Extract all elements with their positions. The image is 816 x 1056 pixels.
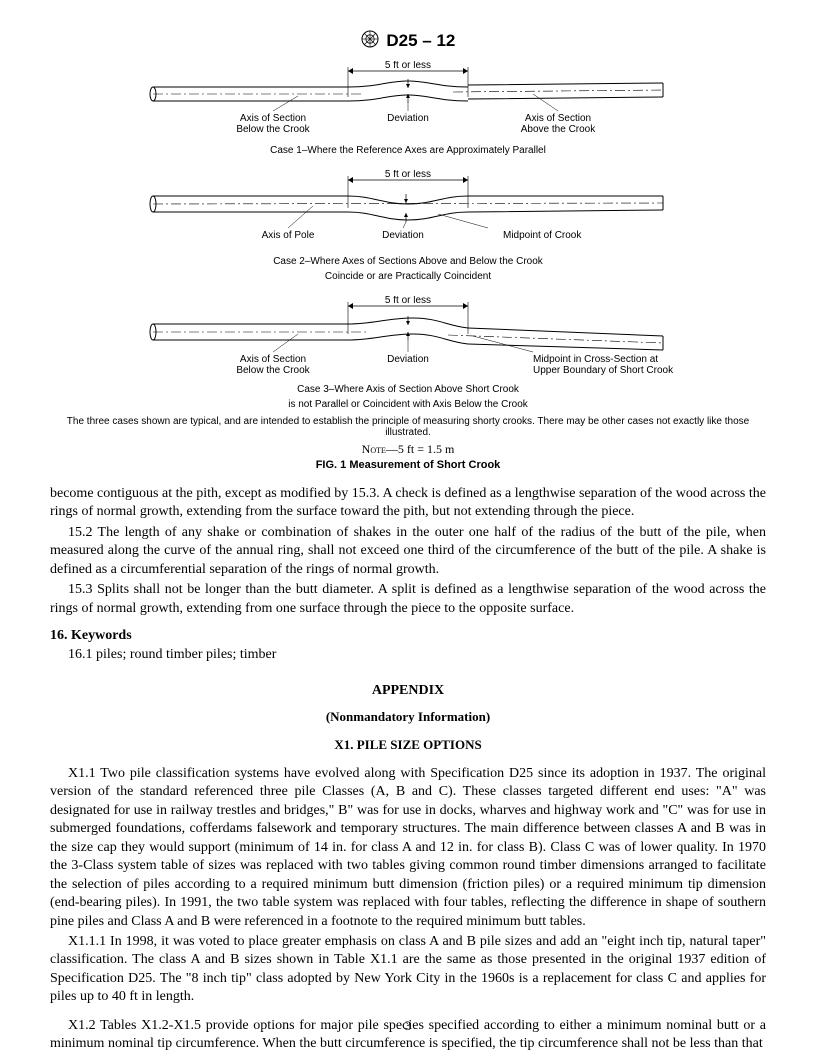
page-header: D25 – 12 — [50, 30, 766, 53]
case3-caption-2: is not Parallel or Coincident with Axis … — [50, 399, 766, 410]
c1-center: Deviation — [387, 113, 429, 124]
x1-heading: X1. PILE SIZE OPTIONS — [50, 737, 766, 753]
note-text: —5 ft = 1.5 m — [386, 442, 454, 456]
case3-diagram: 5 ft or less Axis of Section Below the C… — [138, 296, 678, 380]
c3-right2: Upper Boundary of Short Crook — [533, 365, 674, 376]
unit-note: Note—5 ft = 1.5 m — [50, 442, 766, 457]
c3-right1: Midpoint in Cross-Section at — [533, 354, 658, 365]
c3-left1: Axis of Section — [240, 354, 306, 365]
c2-center: Deviation — [382, 230, 424, 241]
case1-caption: Case 1–Where the Reference Axes are Appr… — [50, 145, 766, 156]
figure-note: The three cases shown are typical, and a… — [50, 416, 766, 438]
c1-right1: Axis of Section — [525, 113, 591, 124]
dim-label: 5 ft or less — [385, 61, 431, 71]
para-15-3: 15.3 Splits shall not be longer than the… — [50, 581, 766, 618]
c1-left1: Axis of Section — [240, 113, 306, 124]
para-x1-1: X1.1 Two pile classification systems hav… — [50, 765, 766, 931]
appendix-heading: APPENDIX — [50, 683, 766, 699]
c3-dim: 5 ft or less — [385, 296, 431, 306]
case1-diagram: 5 ft or less Axis of Section Below the C… — [138, 61, 678, 141]
figure-1: 5 ft or less Axis of Section Below the C… — [50, 61, 766, 471]
nonmandatory-heading: (Nonmandatory Information) — [50, 709, 766, 725]
case3-caption-1: Case 3–Where Axis of Section Above Short… — [50, 384, 766, 395]
keywords-body: 16.1 piles; round timber piles; timber — [50, 646, 766, 664]
c2-left: Axis of Pole — [262, 230, 315, 241]
case2-caption-1: Case 2–Where Axes of Sections Above and … — [50, 256, 766, 267]
c1-right2: Above the Crook — [521, 124, 596, 135]
c3-center: Deviation — [387, 354, 429, 365]
c3-left2: Below the Crook — [236, 365, 310, 376]
para-x1-1-1: X1.1.1 In 1998, it was voted to place gr… — [50, 933, 766, 1007]
para-15-1-cont: become contiguous at the pith, except as… — [50, 485, 766, 522]
c1-left2: Below the Crook — [236, 124, 310, 135]
c2-dim: 5 ft or less — [385, 170, 431, 180]
page-number: 3 — [0, 1018, 816, 1034]
designation: D25 – 12 — [386, 31, 455, 50]
astm-logo-icon — [361, 30, 379, 53]
case2-caption-2: Coincide or are Practically Coincident — [50, 271, 766, 282]
figure-title: FIG. 1 Measurement of Short Crook — [50, 459, 766, 471]
case2-diagram: 5 ft or less Axis of Pole Deviation Midp… — [138, 170, 678, 252]
para-15-2: 15.2 The length of any shake or combinat… — [50, 524, 766, 579]
note-label: Note — [362, 442, 386, 456]
keywords-heading: 16. Keywords — [50, 628, 766, 644]
c2-right: Midpoint of Crook — [503, 230, 582, 241]
